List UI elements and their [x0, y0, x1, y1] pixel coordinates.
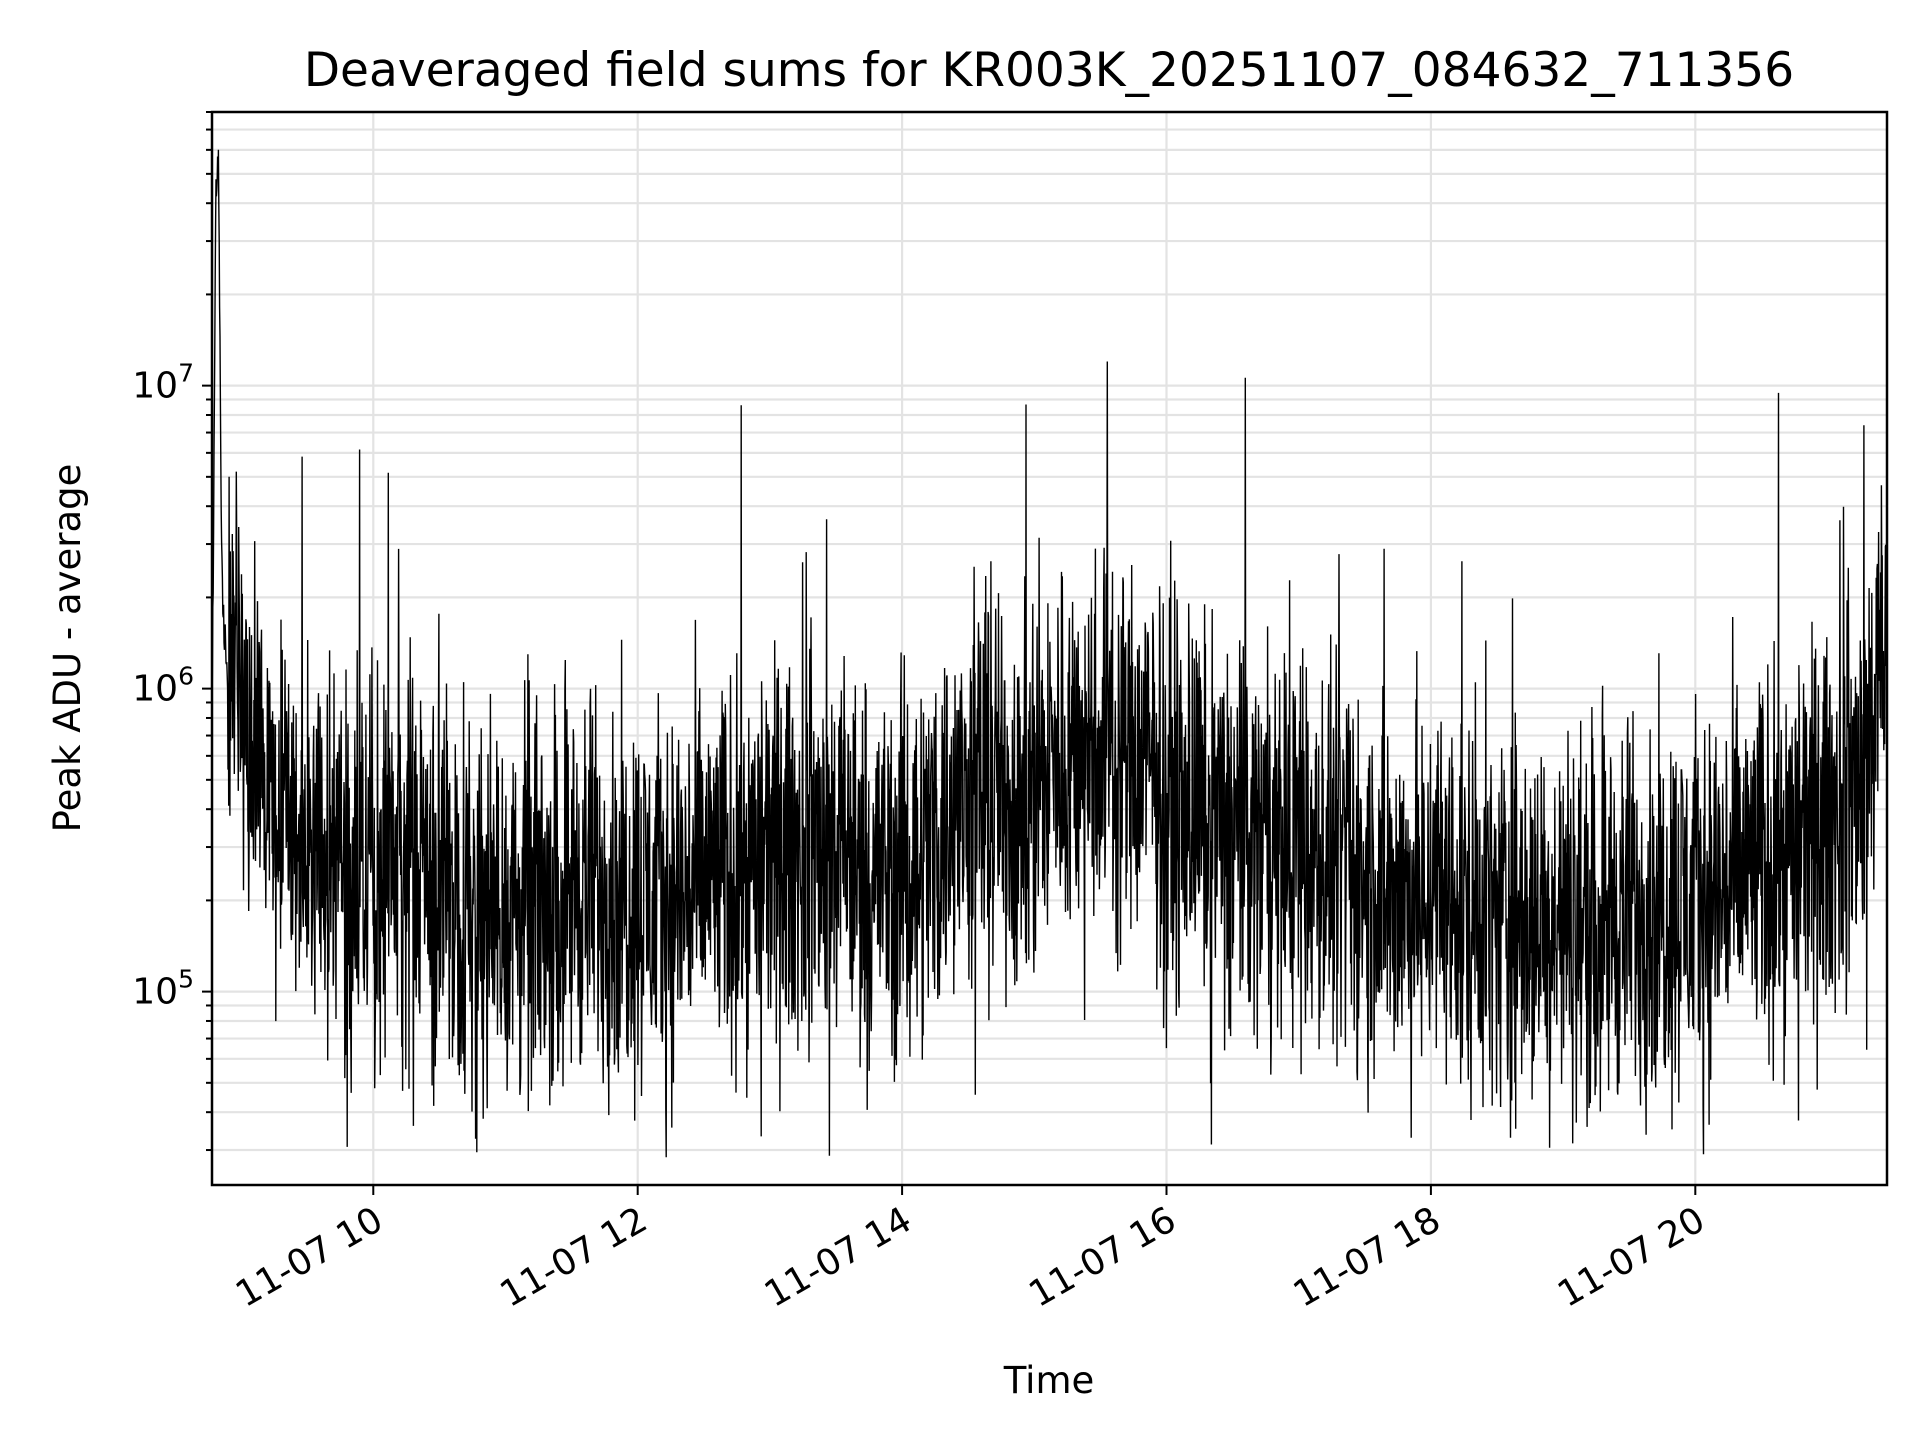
x-axis-label: Time [1003, 1359, 1095, 1402]
x-tick-label: 11-07 10 [229, 1199, 390, 1315]
plot-frame [210, 110, 1889, 1187]
x-tick-label: 11-07 18 [1287, 1199, 1448, 1315]
y-tick-label: 106 [132, 662, 194, 710]
y-axis-label: Peak ADU - average [46, 464, 89, 833]
x-tick-label: 11-07 14 [758, 1199, 919, 1315]
x-tick-label: 11-07 16 [1022, 1199, 1183, 1315]
y-tick-label: 105 [132, 965, 194, 1013]
x-tick-label: 11-07 12 [494, 1199, 655, 1315]
chart-title: Deaveraged field sums for KR003K_2025110… [304, 43, 1794, 98]
x-tick-label: 11-07 20 [1551, 1199, 1712, 1315]
series-line [211, 149, 1888, 1158]
y-tick-label: 107 [132, 359, 194, 407]
